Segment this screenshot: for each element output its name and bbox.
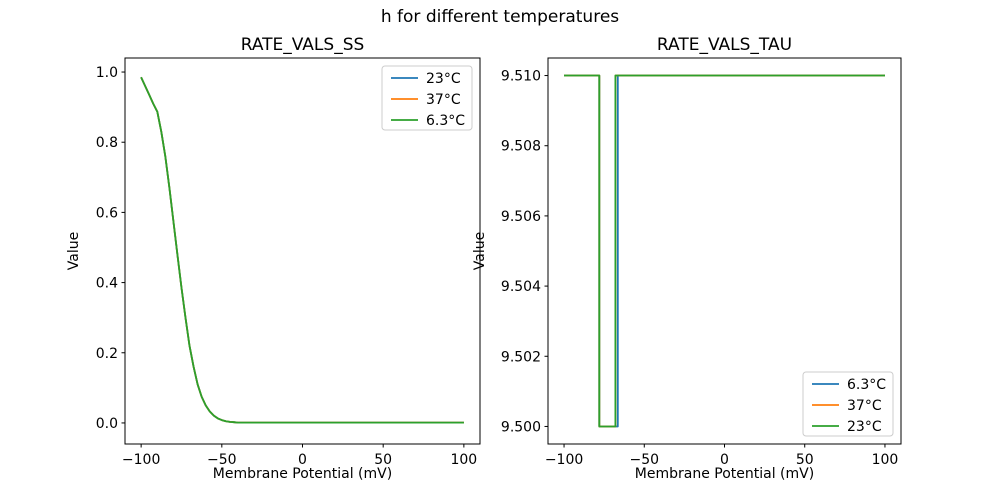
rate-vals-ss-ytick-label: 0.2 <box>96 346 118 362</box>
figure-title: h for different temperatures <box>380 7 620 27</box>
rate-vals-ss-ylabel: Value <box>66 232 82 270</box>
rate-vals-ss-series-6.3°C <box>140 76 464 424</box>
rate-vals-tau-xtick-label: 100 <box>872 452 899 468</box>
rate-vals-tau-series-23°C <box>564 74 885 428</box>
rate-vals-ss-title: RATE_VALS_SS <box>241 35 365 55</box>
rate-vals-tau-xtick-label: −100 <box>545 452 583 468</box>
rate-vals-tau-legend-frame <box>802 371 894 437</box>
rate-vals-tau-legend-label: 23°C <box>847 419 882 435</box>
rate-vals-tau-title: RATE_VALS_TAU <box>657 35 792 55</box>
rate-vals-tau-ytick-label: 9.508 <box>501 139 541 155</box>
rate-vals-tau-ytick-label: 9.510 <box>501 69 541 85</box>
rate-vals-ss-ytick-label: 0.0 <box>96 416 118 432</box>
rate-vals-ss-xlabel: Membrane Potential (mV) <box>213 466 392 482</box>
rate-vals-tau-ylabel: Value <box>472 232 488 270</box>
rate-vals-tau-ytick-label: 9.504 <box>501 279 541 295</box>
rate-vals-ss-ytick-label: 0.6 <box>96 205 118 221</box>
rate-vals-ss-legend-label: 6.3°C <box>426 113 465 129</box>
rate-vals-ss-legend-label: 37°C <box>426 92 461 108</box>
rate-vals-ss-ytick-label: 0.8 <box>96 135 118 151</box>
rate-vals-tau-xtick-label: 0 <box>720 452 729 468</box>
rate-vals-ss-xtick-label: 50 <box>374 452 392 468</box>
rate-vals-ss-xtick-label: −50 <box>207 452 237 468</box>
rate-vals-tau-xtick-label: 50 <box>796 452 814 468</box>
rate-vals-tau-xlabel: Membrane Potential (mV) <box>635 466 814 482</box>
rate-vals-ss-xtick-label: 100 <box>450 452 477 468</box>
rate-vals-tau-legend-label: 6.3°C <box>847 377 886 393</box>
rate-vals-tau-ytick-label: 9.506 <box>501 209 541 225</box>
rate-vals-ss-xtick-label: 0 <box>298 452 307 468</box>
rate-vals-tau-ytick-label: 9.502 <box>501 349 541 365</box>
rate-vals-ss-ytick-label: 0.4 <box>96 276 118 292</box>
rate-vals-tau-xtick-label: −50 <box>629 452 659 468</box>
rate-vals-tau-legend-label: 37°C <box>847 398 882 414</box>
rate-vals-ss-legend-label: 23°C <box>426 71 461 87</box>
rate-vals-ss-xtick-label: −100 <box>122 452 160 468</box>
rate-vals-ss-ytick-label: 1.0 <box>96 65 118 81</box>
rate-vals-tau-ytick-label: 9.500 <box>501 419 541 435</box>
rate-vals-ss-legend-frame <box>381 65 473 131</box>
